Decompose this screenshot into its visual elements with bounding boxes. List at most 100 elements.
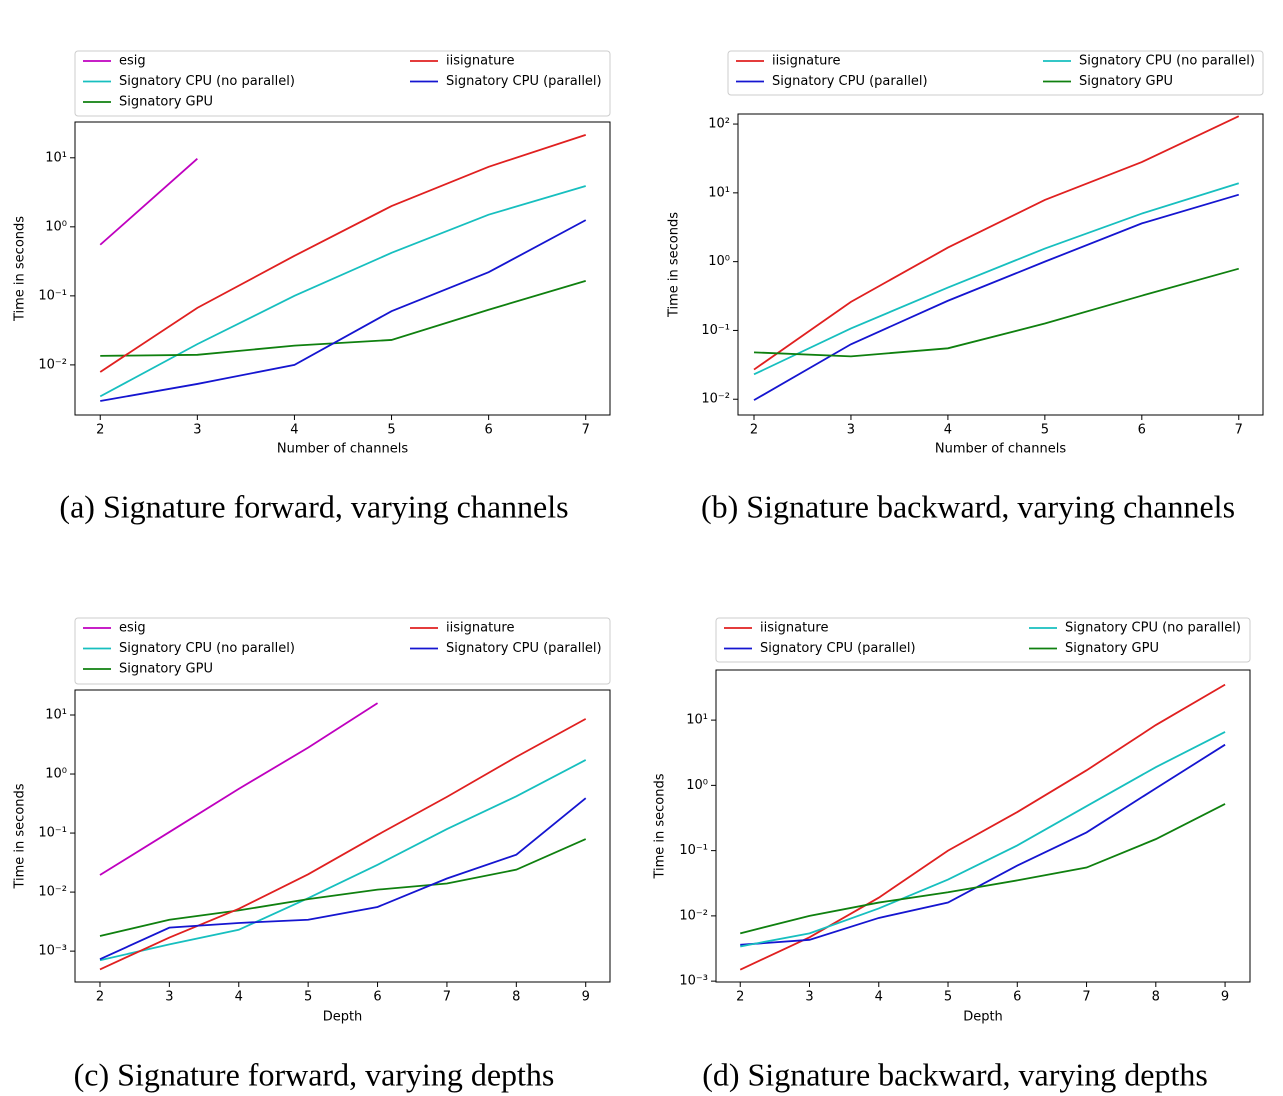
legend-label: Signatory CPU (parallel)	[446, 641, 602, 656]
legend-label: esig	[119, 621, 146, 636]
legend-box	[74, 50, 611, 117]
legend-label: Signatory CPU (parallel)	[446, 74, 602, 89]
series-line	[99, 185, 586, 398]
legend-box	[74, 617, 611, 685]
series-line	[740, 803, 1226, 935]
x-tick-label: 5	[1041, 423, 1049, 438]
x-axis-label: Number of channels	[935, 442, 1066, 457]
series-line	[753, 267, 1240, 358]
x-tick-label: 2	[96, 990, 104, 1005]
legend-box	[715, 617, 1251, 663]
x-tick-label: 4	[235, 990, 243, 1005]
series-line	[99, 838, 587, 937]
y-tick-label: 10¹	[45, 707, 67, 722]
series-line	[740, 743, 1226, 946]
x-tick-label: 7	[1235, 423, 1243, 438]
x-tick-label: 7	[1082, 990, 1090, 1005]
series-line	[99, 158, 198, 246]
series-line	[99, 759, 587, 962]
x-tick-label: 7	[582, 423, 590, 438]
series-line	[739, 683, 1226, 971]
x-tick-label: 6	[1013, 990, 1021, 1005]
x-tick-label: 4	[875, 990, 883, 1005]
y-tick-label: 10⁻²	[701, 392, 730, 407]
x-tick-label: 2	[750, 423, 758, 438]
series-line	[753, 115, 1240, 371]
legend-label: Signatory GPU	[1079, 74, 1173, 89]
series-line	[100, 219, 587, 402]
y-tick-label: 10⁻²	[38, 357, 67, 372]
y-tick-label: 10¹	[708, 185, 730, 200]
x-tick-label: 3	[165, 990, 173, 1005]
series-line	[740, 731, 1226, 948]
x-tick-label: 2	[96, 423, 104, 438]
x-tick-label: 3	[193, 423, 201, 438]
y-tick-label: 10²	[708, 117, 730, 132]
x-tick-label: 8	[1152, 990, 1160, 1005]
x-tick-label: 6	[373, 990, 381, 1005]
y-axis-label: Time in seconds	[13, 216, 28, 322]
y-tick-label: 10⁻²	[38, 885, 67, 900]
legend-label: Signatory CPU (parallel)	[760, 641, 916, 656]
x-tick-label: 8	[512, 990, 520, 1005]
y-axis-label: Time in seconds	[653, 773, 668, 879]
caption: (c) Signature forward, varying depths	[74, 1056, 555, 1092]
x-tick-label: 3	[847, 423, 855, 438]
legend-label: Signatory CPU (no parallel)	[119, 74, 295, 89]
y-axis-label: Time in seconds	[667, 212, 682, 318]
legend-label: iisignature	[772, 54, 840, 69]
plot-frame	[74, 689, 611, 983]
series-line	[99, 133, 587, 373]
series-line	[99, 797, 587, 961]
series-line	[753, 182, 1240, 376]
plot-frame	[74, 121, 611, 416]
y-tick-label: 10⁰	[708, 254, 730, 269]
series-line	[753, 193, 1240, 401]
y-tick-label: 10⁻²	[679, 908, 708, 923]
y-tick-label: 10⁻³	[38, 944, 67, 959]
x-tick-label: 2	[736, 990, 744, 1005]
x-tick-label: 5	[304, 990, 312, 1005]
y-tick-label: 10⁻¹	[679, 843, 708, 858]
y-tick-label: 10¹	[45, 150, 67, 165]
legend-label: esig	[119, 54, 146, 69]
y-axis-label: Time in seconds	[13, 783, 28, 889]
legend-label: Signatory CPU (no parallel)	[1079, 54, 1255, 69]
y-tick-label: 10⁰	[45, 219, 67, 234]
caption: (d) Signature backward, varying depths	[702, 1056, 1208, 1092]
x-tick-label: 9	[1221, 990, 1229, 1005]
y-tick-label: 10⁻¹	[38, 288, 67, 303]
legend-label: Signatory GPU	[119, 95, 213, 110]
y-tick-label: 10⁻³	[679, 974, 708, 989]
legend-box	[727, 50, 1264, 96]
x-tick-label: 5	[944, 990, 952, 1005]
x-axis-label: Number of channels	[277, 442, 408, 457]
series-line	[99, 718, 587, 971]
plot-frame	[737, 113, 1264, 416]
caption: (b) Signature backward, varying channels	[701, 488, 1235, 524]
legend-label: iisignature	[446, 54, 514, 69]
plot-frame	[715, 669, 1251, 983]
x-tick-label: 6	[484, 423, 492, 438]
legend-label: iisignature	[446, 621, 514, 636]
legend-label: Signatory CPU (no parallel)	[119, 641, 295, 656]
legend-label: Signatory CPU (no parallel)	[1065, 621, 1241, 636]
caption: (a) Signature forward, varying channels	[59, 488, 568, 524]
legend-label: iisignature	[760, 621, 828, 636]
x-tick-label: 9	[582, 990, 590, 1005]
series-line	[100, 279, 586, 357]
legend-label: Signatory GPU	[119, 662, 213, 677]
x-tick-label: 3	[805, 990, 813, 1005]
x-tick-label: 7	[443, 990, 451, 1005]
x-tick-label: 6	[1138, 423, 1146, 438]
series-line	[99, 702, 379, 876]
x-tick-label: 4	[944, 423, 952, 438]
x-tick-label: 5	[387, 423, 395, 438]
y-tick-label: 10⁰	[686, 778, 708, 793]
y-tick-label: 10⁻¹	[701, 323, 730, 338]
y-tick-label: 10⁰	[45, 767, 67, 782]
legend-label: Signatory CPU (parallel)	[772, 74, 928, 89]
x-axis-label: Depth	[323, 1010, 363, 1025]
y-tick-label: 10¹	[686, 713, 708, 728]
